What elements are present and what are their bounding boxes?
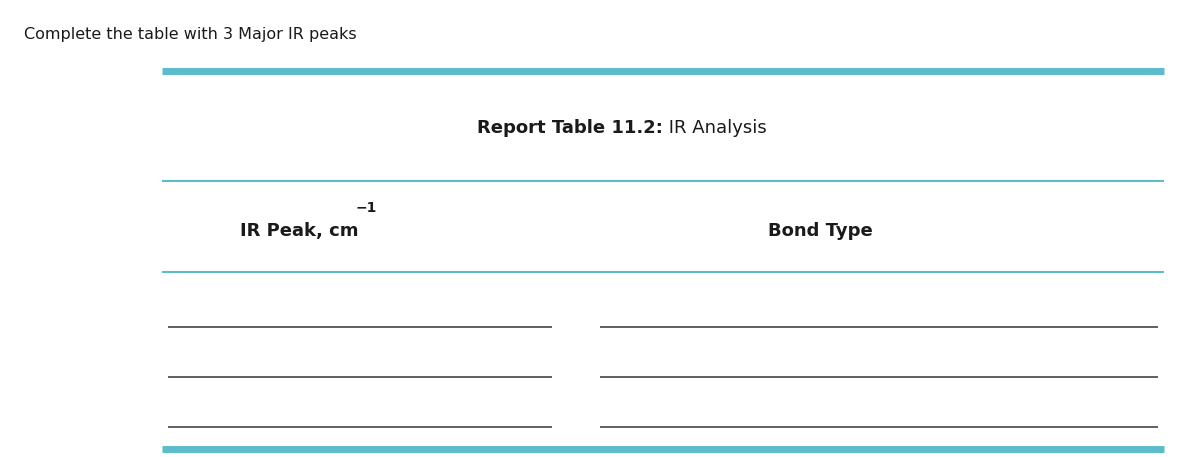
Text: Bond Type: Bond Type <box>768 222 872 240</box>
Text: IR Analysis: IR Analysis <box>662 119 767 137</box>
Text: IR Peak, cm: IR Peak, cm <box>240 222 359 240</box>
Text: Complete the table with 3 Major IR peaks: Complete the table with 3 Major IR peaks <box>24 27 356 42</box>
Text: −1: −1 <box>355 201 377 215</box>
Text: Report Table 11.2:: Report Table 11.2: <box>478 119 662 137</box>
